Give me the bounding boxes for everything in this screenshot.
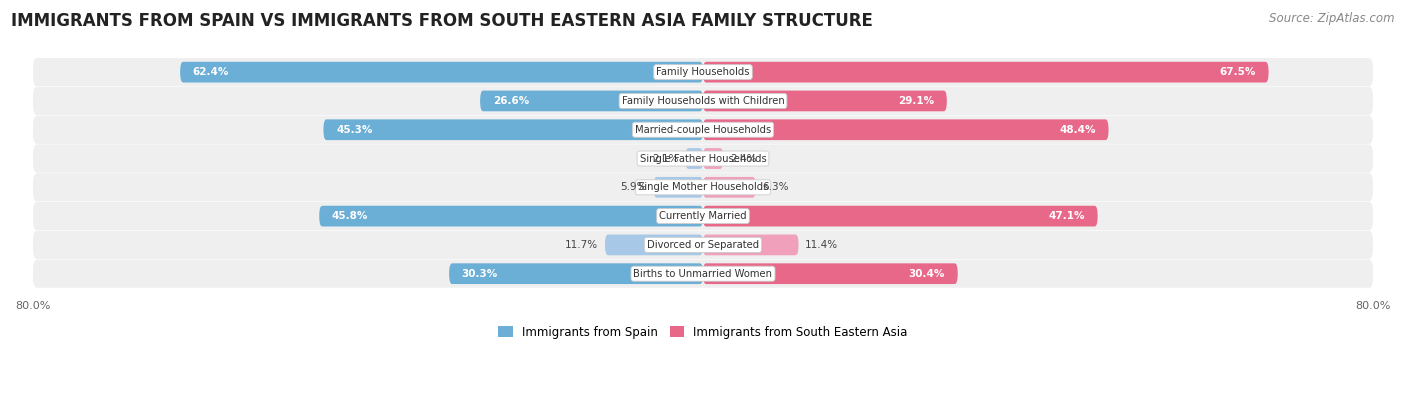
Text: Family Households: Family Households [657,67,749,77]
Text: Single Mother Households: Single Mother Households [638,182,768,192]
Text: 2.4%: 2.4% [730,154,756,164]
FancyBboxPatch shape [654,177,703,198]
FancyBboxPatch shape [32,58,1374,86]
FancyBboxPatch shape [685,148,703,169]
Text: 2.1%: 2.1% [652,154,679,164]
FancyBboxPatch shape [479,90,703,111]
Text: 62.4%: 62.4% [193,67,229,77]
FancyBboxPatch shape [703,263,957,284]
Text: 47.1%: 47.1% [1049,211,1085,221]
Text: 11.4%: 11.4% [806,240,838,250]
FancyBboxPatch shape [703,90,946,111]
Text: Births to Unmarried Women: Births to Unmarried Women [634,269,772,279]
Text: Currently Married: Currently Married [659,211,747,221]
FancyBboxPatch shape [703,206,1098,226]
FancyBboxPatch shape [319,206,703,226]
Text: 45.8%: 45.8% [332,211,368,221]
FancyBboxPatch shape [703,119,1108,140]
FancyBboxPatch shape [32,145,1374,173]
FancyBboxPatch shape [703,62,1268,83]
Text: 6.3%: 6.3% [762,182,789,192]
FancyBboxPatch shape [32,260,1374,288]
Legend: Immigrants from Spain, Immigrants from South Eastern Asia: Immigrants from Spain, Immigrants from S… [494,321,912,343]
Text: 30.3%: 30.3% [461,269,498,279]
FancyBboxPatch shape [32,173,1374,201]
Text: 67.5%: 67.5% [1219,67,1256,77]
Text: Single Father Households: Single Father Households [640,154,766,164]
Text: 30.4%: 30.4% [908,269,945,279]
FancyBboxPatch shape [32,116,1374,144]
Text: IMMIGRANTS FROM SPAIN VS IMMIGRANTS FROM SOUTH EASTERN ASIA FAMILY STRUCTURE: IMMIGRANTS FROM SPAIN VS IMMIGRANTS FROM… [11,12,873,30]
FancyBboxPatch shape [323,119,703,140]
Text: 29.1%: 29.1% [898,96,934,106]
FancyBboxPatch shape [703,148,723,169]
FancyBboxPatch shape [449,263,703,284]
FancyBboxPatch shape [180,62,703,83]
Text: 5.9%: 5.9% [620,182,647,192]
FancyBboxPatch shape [32,87,1374,115]
Text: Family Households with Children: Family Households with Children [621,96,785,106]
Text: 48.4%: 48.4% [1060,125,1095,135]
FancyBboxPatch shape [32,231,1374,259]
Text: 11.7%: 11.7% [565,240,599,250]
FancyBboxPatch shape [703,235,799,255]
FancyBboxPatch shape [605,235,703,255]
Text: Source: ZipAtlas.com: Source: ZipAtlas.com [1270,12,1395,25]
Text: 26.6%: 26.6% [492,96,529,106]
Text: 45.3%: 45.3% [336,125,373,135]
FancyBboxPatch shape [32,202,1374,230]
FancyBboxPatch shape [703,177,756,198]
Text: Divorced or Separated: Divorced or Separated [647,240,759,250]
Text: Married-couple Households: Married-couple Households [636,125,770,135]
